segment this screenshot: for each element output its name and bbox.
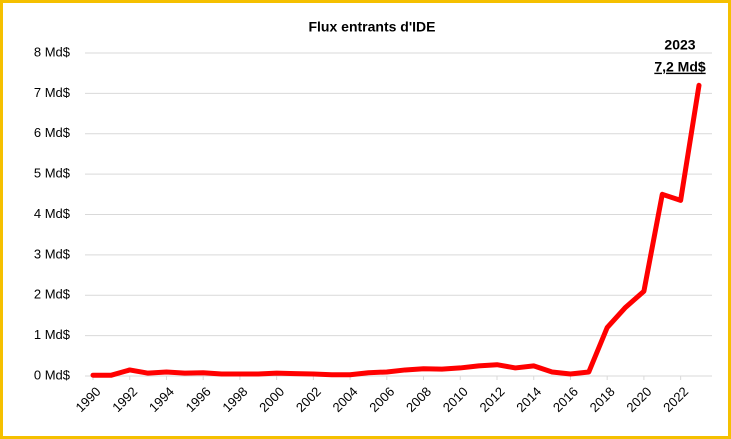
y-tick-label: 4 Md$: [34, 206, 71, 221]
y-tick-label: 3 Md$: [34, 246, 71, 261]
y-tick-label: 1 Md$: [34, 327, 71, 342]
annotation-title: 2023: [664, 37, 695, 53]
y-tick-label: 8 Md$: [34, 44, 71, 59]
y-tick-label: 0 Md$: [34, 367, 71, 382]
data-line: [90, 82, 702, 378]
chart-title: Flux entrants d'IDE: [308, 19, 435, 35]
y-tick-label: 6 Md$: [34, 125, 71, 140]
y-tick-label: 7 Md$: [34, 85, 71, 100]
y-tick-label: 2 Md$: [34, 287, 71, 302]
annotation-text: 7,2 Md$: [654, 59, 706, 75]
y-tick-label: 5 Md$: [34, 166, 71, 181]
